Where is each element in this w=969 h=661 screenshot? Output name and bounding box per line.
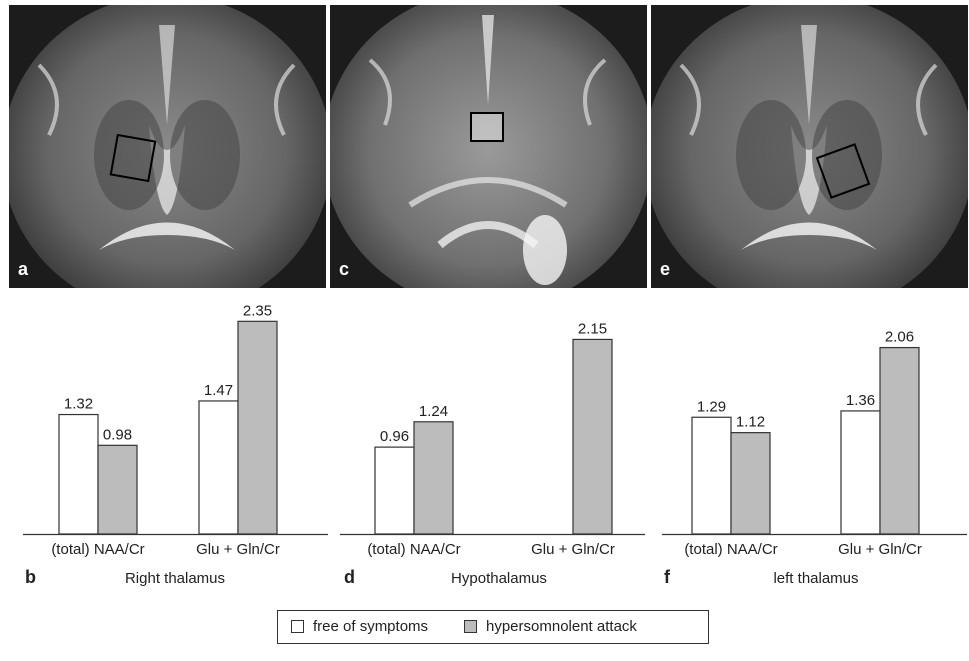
category-label: (total) NAA/Cr [51, 541, 144, 558]
chart-title: Hypothalamus [451, 570, 547, 587]
image-panel-label: a [18, 259, 29, 279]
category-label: Glu + Gln/Cr [531, 541, 615, 558]
category-label: Glu + Gln/Cr [838, 541, 922, 558]
bar [58, 413, 99, 535]
bar-value-label: 1.12 [736, 414, 765, 431]
legend-label-attack: hypersomnolent attack [486, 618, 637, 635]
chart-title: left thalamus [773, 570, 858, 587]
legend: free of symptoms hypersomnolent attack [277, 610, 709, 644]
category-label: (total) NAA/Cr [684, 541, 777, 558]
bar-value-label: 1.29 [697, 398, 726, 415]
bar [237, 320, 278, 535]
bar-value-label: 0.98 [103, 426, 132, 443]
bar [572, 338, 613, 535]
bar [691, 416, 732, 535]
brain-scan-graphic [9, 5, 326, 288]
category-label: Glu + Gln/Cr [196, 541, 280, 558]
bar [879, 346, 920, 535]
bar [413, 421, 454, 535]
bar [97, 444, 138, 535]
bar [730, 432, 771, 535]
bar-value-label: 2.35 [243, 302, 272, 319]
brain-scan-graphic [651, 5, 968, 288]
bar-value-label: 2.15 [578, 320, 607, 337]
mri-image-e: e [651, 5, 968, 288]
mri-image-a: a [9, 5, 326, 288]
bar-value-label: 1.47 [204, 382, 233, 399]
bar-value-label: 1.36 [846, 392, 875, 409]
bar [840, 410, 881, 535]
mri-image-c: c [330, 5, 647, 288]
panel-label: b [25, 567, 36, 587]
image-panel-label: e [660, 259, 671, 279]
bar [198, 400, 239, 535]
bar-value-label: 1.32 [64, 396, 93, 413]
panel-label: f [664, 567, 671, 587]
bar-value-label: 1.24 [419, 403, 448, 420]
legend-label-free: free of symptoms [313, 618, 429, 635]
chart-title: Right thalamus [125, 570, 225, 587]
bar-value-label: 2.06 [885, 329, 914, 346]
bar-value-label: 0.96 [380, 428, 409, 445]
brain-scan-graphic [330, 5, 647, 288]
panel-label: d [344, 567, 355, 587]
image-panel-label: c [339, 259, 350, 279]
category-label: (total) NAA/Cr [367, 541, 460, 558]
legend-swatch-attack [464, 620, 477, 633]
legend-swatch-free [291, 620, 304, 633]
bar [374, 446, 415, 535]
